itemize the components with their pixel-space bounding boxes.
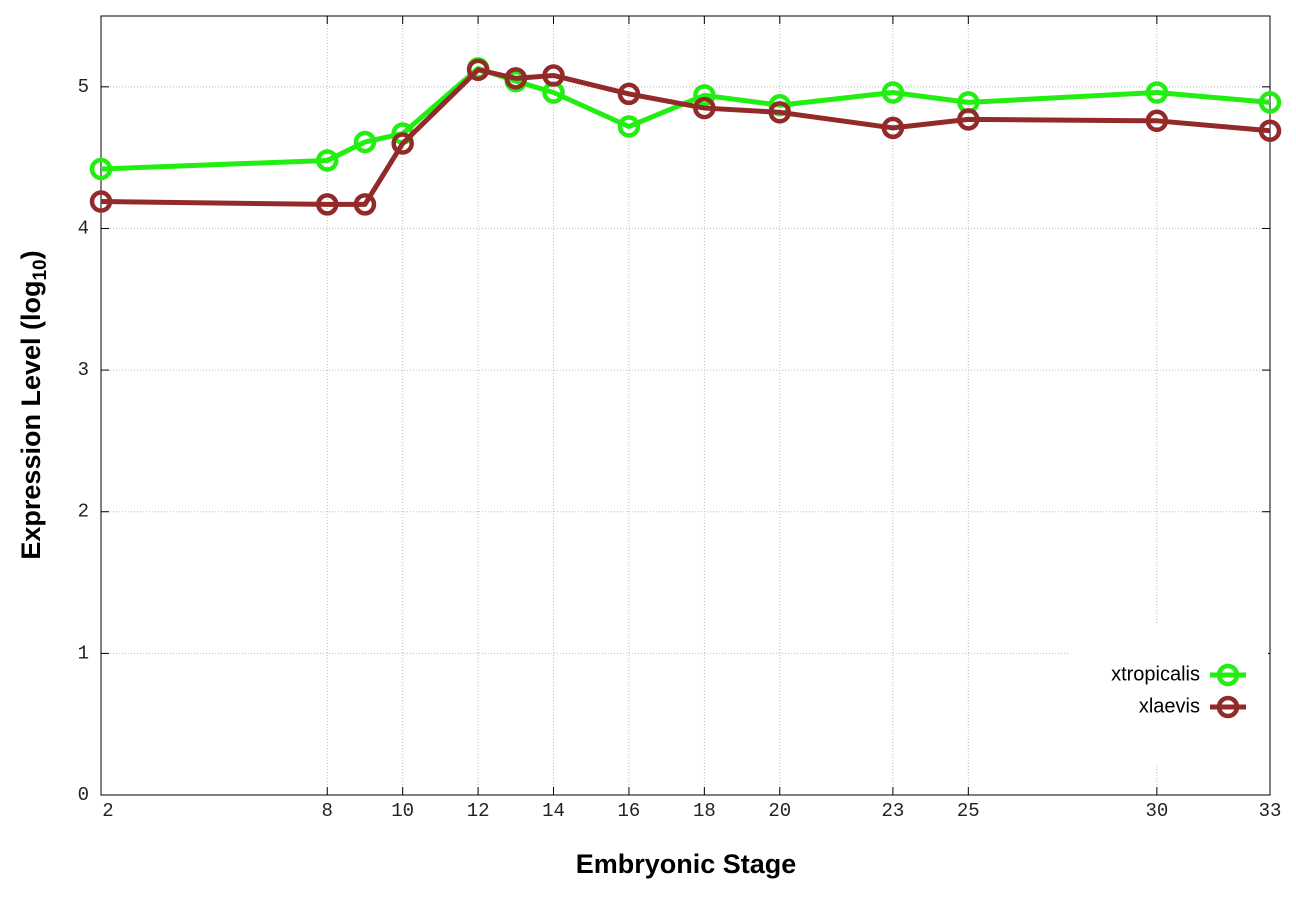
y-axis-title: Expression Level (log10): [16, 250, 51, 559]
data-point: [617, 82, 641, 106]
x-tick-label: 8: [322, 800, 333, 822]
data-point: [353, 130, 377, 154]
data-point: [1145, 109, 1169, 133]
x-tick-label: 12: [467, 800, 490, 822]
data-point: [957, 108, 980, 131]
x-tick-label: 18: [693, 800, 716, 822]
legend-label: xlaevis: [1139, 695, 1200, 717]
y-tick-label: 5: [78, 76, 89, 98]
y-axis-title-main: Expression Level (log: [16, 281, 46, 560]
legend-marker: [1216, 695, 1240, 719]
data-point: [1258, 91, 1282, 114]
x-tick-label: 14: [542, 800, 565, 822]
x-axis-title: Embryonic Stage: [576, 849, 797, 879]
x-tick-label: 30: [1145, 800, 1168, 822]
y-tick-label: 0: [78, 784, 89, 806]
legend-label: xtropicalis: [1111, 663, 1200, 685]
data-point: [89, 190, 113, 213]
data-point: [466, 58, 490, 82]
data-point: [617, 115, 641, 138]
data-point: [693, 84, 716, 107]
data-point: [89, 157, 113, 181]
y-tick-label: 1: [78, 642, 89, 664]
series-line: [100, 67, 1271, 207]
x-tick-label: 10: [391, 800, 414, 822]
data-point: [316, 193, 339, 216]
x-tick-label: 33: [1259, 800, 1282, 822]
data-point: [504, 67, 528, 90]
x-tick-label: 25: [957, 800, 980, 822]
data-point: [542, 64, 565, 87]
legend-marker: [1216, 663, 1240, 687]
data-point: [881, 81, 905, 104]
y-axis-title-end: ): [16, 250, 46, 259]
series-line: [100, 65, 1271, 172]
x-tick-label: 2: [102, 800, 113, 822]
data-point: [353, 193, 377, 216]
x-tick-label: 20: [768, 800, 791, 822]
plot-frame: [100, 15, 1271, 796]
data-point: [316, 149, 339, 172]
data-point: [881, 116, 905, 140]
data-point: [1145, 81, 1169, 104]
y-axis-title-sub: 10: [30, 259, 51, 280]
data-point: [768, 101, 792, 124]
y-tick-label: 2: [78, 501, 89, 523]
data-point: [1258, 119, 1282, 142]
y-tick-label: 4: [78, 217, 89, 239]
data-point: [693, 96, 716, 120]
y-tick-label: 3: [78, 359, 89, 381]
data-point: [391, 132, 414, 155]
x-tick-label: 23: [881, 800, 904, 822]
x-tick-label: 16: [618, 800, 641, 822]
legend-box: [1068, 625, 1268, 765]
